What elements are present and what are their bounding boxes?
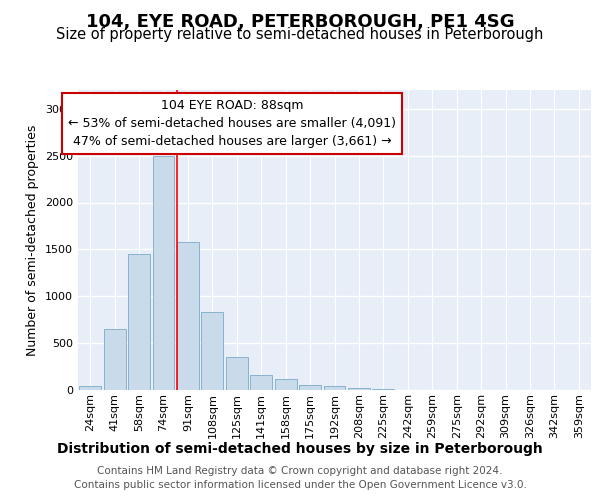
Bar — [373, 388, 394, 390]
Bar — [152, 156, 175, 390]
Text: 104, EYE ROAD, PETERBOROUGH, PE1 4SG: 104, EYE ROAD, PETERBOROUGH, PE1 4SG — [86, 12, 514, 30]
Bar — [79, 386, 101, 390]
Text: Distribution of semi-detached houses by size in Peterborough: Distribution of semi-detached houses by … — [57, 442, 543, 456]
Bar — [275, 379, 296, 390]
Text: Size of property relative to semi-detached houses in Peterborough: Size of property relative to semi-detach… — [56, 28, 544, 42]
Text: Contains HM Land Registry data © Crown copyright and database right 2024.
Contai: Contains HM Land Registry data © Crown c… — [74, 466, 526, 490]
Bar — [323, 386, 346, 390]
Bar — [202, 312, 223, 390]
Bar — [348, 388, 370, 390]
Y-axis label: Number of semi-detached properties: Number of semi-detached properties — [26, 124, 40, 356]
Bar — [177, 242, 199, 390]
Bar — [128, 254, 150, 390]
Bar — [250, 374, 272, 390]
Bar — [104, 329, 125, 390]
Text: 104 EYE ROAD: 88sqm
← 53% of semi-detached houses are smaller (4,091)
47% of sem: 104 EYE ROAD: 88sqm ← 53% of semi-detach… — [68, 99, 396, 148]
Bar — [299, 385, 321, 390]
Bar — [226, 357, 248, 390]
